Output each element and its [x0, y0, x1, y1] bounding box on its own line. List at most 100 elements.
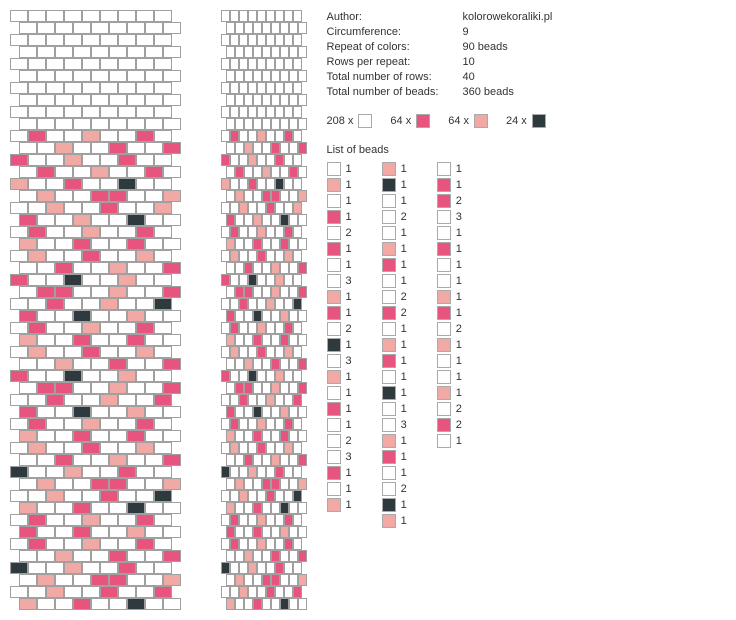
bead-list-item: 1 [382, 514, 407, 528]
bead-cell [262, 382, 271, 394]
bead-cell [244, 454, 253, 466]
color-swatch [327, 258, 341, 272]
bead-cell [253, 478, 262, 490]
bead-list-item: 1 [327, 210, 352, 224]
bead-cell [118, 346, 136, 358]
bead-cell [253, 118, 262, 130]
bead-cell [73, 70, 91, 82]
bead-cell [293, 154, 302, 166]
bead-cell [280, 94, 289, 106]
bead-cell [100, 10, 118, 22]
color-swatch [327, 178, 341, 192]
bead-count: 1 [346, 371, 352, 383]
bead-cell [100, 370, 118, 382]
bead-cell [118, 514, 136, 526]
bead-cell [280, 406, 289, 418]
bead-count: 1 [346, 483, 352, 495]
bead-cell [37, 142, 55, 154]
bead-cell [275, 322, 284, 334]
bead-cell [284, 130, 293, 142]
bead-cell [46, 34, 64, 46]
bead-cell [109, 478, 127, 490]
color-swatch [327, 354, 341, 368]
bead-count: 1 [346, 179, 352, 191]
bead-list-item: 1 [437, 434, 462, 448]
bead-cell [46, 562, 64, 574]
bead-cell [257, 562, 266, 574]
bead-cell [145, 334, 163, 346]
bead-cell [46, 346, 64, 358]
bead-cell [275, 274, 284, 286]
bead-cell [293, 538, 302, 550]
bead-cell [145, 358, 163, 370]
bead-cell [275, 10, 284, 22]
bead-cell [37, 238, 55, 250]
bead-cell [293, 130, 302, 142]
bead-cell [271, 70, 280, 82]
bead-count: 3 [456, 211, 462, 223]
bead-cell [109, 406, 127, 418]
bead-list-item: 1 [437, 242, 462, 256]
bead-cell [82, 130, 100, 142]
bead-cell [262, 94, 271, 106]
color-totals: 208 x64 x64 x24 x [327, 114, 727, 128]
bead-cell [91, 46, 109, 58]
bead-cell [248, 226, 257, 238]
bead-list-item: 1 [327, 338, 352, 352]
bead-cell [284, 226, 293, 238]
bead-cell [37, 430, 55, 442]
bead-cell [91, 94, 109, 106]
bead-cell [127, 358, 145, 370]
bead-cell [275, 106, 284, 118]
bead-cell [82, 226, 100, 238]
bead-cell [293, 370, 302, 382]
bead-cell [244, 22, 253, 34]
bead-cell [262, 262, 271, 274]
bead-cell [226, 22, 235, 34]
bead-cell [289, 22, 298, 34]
bead-count: 1 [401, 371, 407, 383]
bead-cell [226, 94, 235, 106]
bead-cell [82, 154, 100, 166]
color-swatch [327, 322, 341, 336]
bead-cell [289, 358, 298, 370]
bead-cell [226, 310, 235, 322]
bead-cell [226, 190, 235, 202]
bead-cell [73, 214, 91, 226]
bead-cell [248, 58, 257, 70]
bead-cell [293, 274, 302, 286]
color-swatch [382, 162, 396, 176]
bead-cell [262, 430, 271, 442]
bead-cell [235, 454, 244, 466]
bead-cell [239, 274, 248, 286]
bead-cell [266, 514, 275, 526]
bead-cell [271, 382, 280, 394]
bead-cell [284, 274, 293, 286]
bead-cell [19, 430, 37, 442]
bead-count: 2 [401, 291, 407, 303]
bead-cell [266, 58, 275, 70]
bead-count: 1 [401, 243, 407, 255]
bead-cell [235, 166, 244, 178]
bead-count: 1 [456, 339, 462, 351]
color-swatch [437, 194, 451, 208]
bead-cell [73, 598, 91, 610]
bead-cell [100, 466, 118, 478]
bead-cell [127, 334, 145, 346]
bead-cell [244, 430, 253, 442]
bead-cell [271, 454, 280, 466]
bead-cell [248, 562, 257, 574]
meta-label: Rows per repeat: [327, 55, 457, 70]
bead-cell [154, 346, 172, 358]
bead-cell [100, 346, 118, 358]
color-swatch [437, 242, 451, 256]
bead-list-columns: 1111211311213111123111111211112211111131… [327, 162, 727, 528]
bead-cell [64, 418, 82, 430]
bead-cell [293, 226, 302, 238]
total-swatch: 64 x [448, 114, 488, 128]
bead-cell [293, 202, 302, 214]
bead-cell [109, 574, 127, 586]
bead-cell [145, 94, 163, 106]
bead-cell [248, 130, 257, 142]
bead-list-item: 1 [327, 306, 352, 320]
